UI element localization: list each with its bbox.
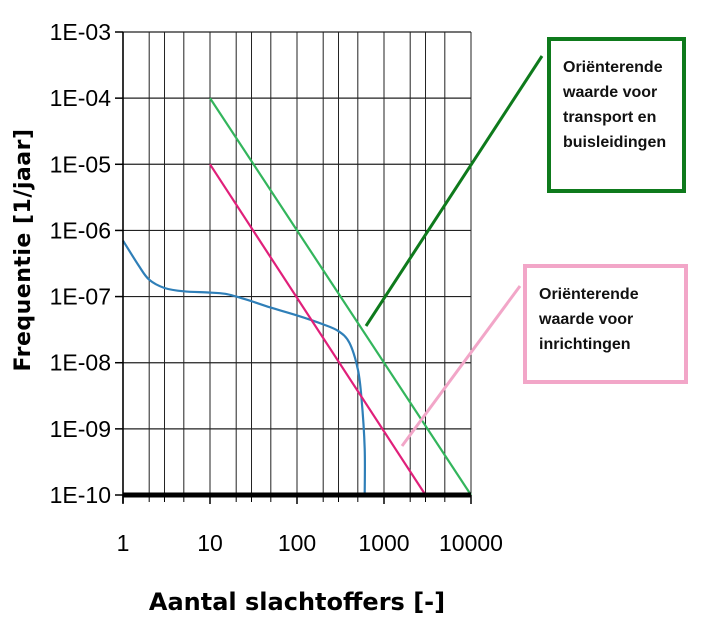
y-tick-label: 1E-04 (50, 85, 112, 111)
x-tick-label: 100 (278, 530, 316, 556)
legend-text-line: Oriënterende (563, 59, 663, 76)
legend-text-line: waarde voor (563, 84, 658, 101)
callout-line-inrichtingen (400, 285, 522, 447)
callout-lines (364, 55, 544, 447)
x-tick-label: 10 (197, 530, 223, 556)
series-lines (122, 97, 472, 496)
grid (123, 31, 472, 496)
legend-box-transport: Oriënterende waarde voor transport en bu… (547, 37, 686, 193)
y-tick-label: 1E-07 (50, 284, 111, 310)
series-line-2 (209, 97, 472, 496)
x-tick-label: 1 (117, 530, 130, 556)
x-axis-title: Aantal slachtoffers [-] (149, 588, 445, 616)
legend-text-line: Oriënterende (539, 286, 639, 303)
legend-text-line: waarde voor (539, 311, 634, 328)
x-tick-label: 10000 (439, 530, 503, 556)
y-tick-label: 1E-09 (50, 416, 111, 442)
y-tick-label: 1E-05 (50, 151, 111, 177)
series-line-1 (209, 163, 427, 496)
series-line-0 (122, 240, 367, 496)
legend-text-line: transport en (563, 109, 657, 126)
axes (115, 31, 472, 504)
y-tick-label: 1E-06 (50, 217, 111, 243)
legend-text-line: buisleidingen (563, 134, 667, 151)
y-tick-label: 1E-03 (50, 19, 111, 45)
y-tick-label: 1E-08 (50, 350, 111, 376)
legend-text-line: inrichtingen (539, 336, 631, 353)
y-tick-label: 1E-10 (50, 482, 111, 508)
y-axis-title: Frequentie [1/jaar] (11, 128, 36, 371)
x-tick-label: 1000 (358, 530, 409, 556)
callout-line-transport (364, 55, 544, 327)
legend-box-inrichtingen: Oriënterende waarde voor inrichtingen (523, 264, 688, 384)
tick-labels: 1E-10 1E-09 1E-08 1E-07 1E-06 1E-05 1E-04 1E-03… (50, 19, 503, 556)
